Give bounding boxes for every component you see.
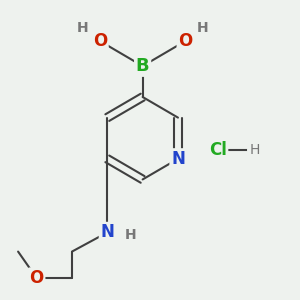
Text: Cl: Cl bbox=[209, 141, 227, 159]
Text: N: N bbox=[100, 224, 114, 242]
Text: O: O bbox=[178, 32, 193, 50]
Text: H: H bbox=[76, 21, 88, 35]
Text: H: H bbox=[249, 143, 260, 157]
Text: O: O bbox=[29, 269, 44, 287]
Text: N: N bbox=[171, 150, 185, 168]
Text: O: O bbox=[93, 32, 107, 50]
Text: B: B bbox=[136, 57, 149, 75]
Text: H: H bbox=[197, 21, 209, 35]
Text: H: H bbox=[125, 228, 137, 242]
